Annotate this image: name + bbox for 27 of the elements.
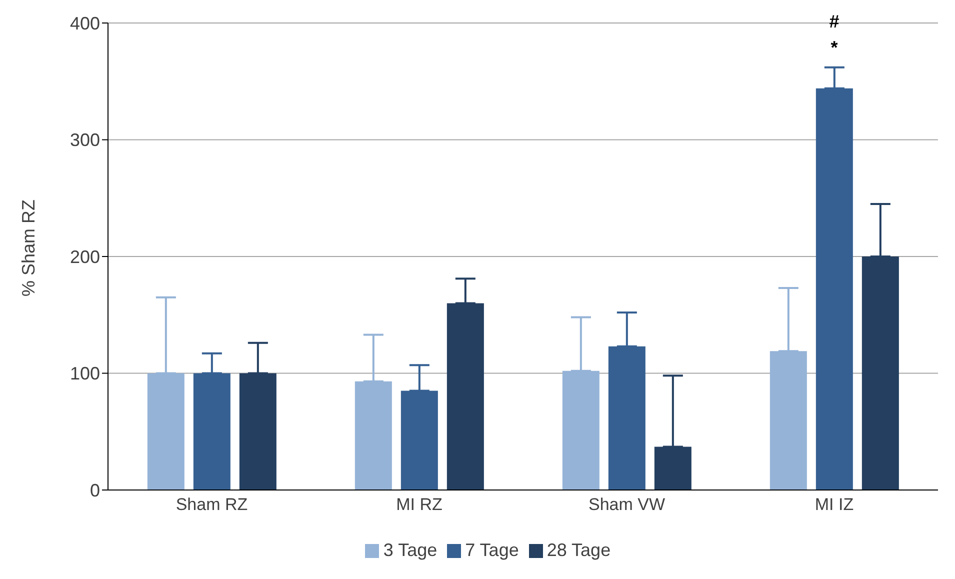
annotation: # (829, 11, 840, 32)
legend-label: 7 Tage (465, 540, 519, 560)
bar (147, 373, 184, 490)
bar (654, 446, 692, 490)
bar (400, 390, 438, 490)
bar (193, 373, 230, 490)
y-tick-label: 100 (70, 364, 100, 384)
bar (446, 303, 484, 490)
legend-label: 28 Tage (546, 540, 611, 560)
bar (770, 351, 807, 490)
y-tick-label: 0 (90, 480, 100, 500)
legend-label: 3 Tage (383, 540, 438, 560)
x-tick-label: Sham VW (588, 495, 666, 514)
y-tick-label: 200 (70, 246, 100, 267)
y-tick-label: 400 (70, 13, 100, 34)
annotation: * (830, 37, 838, 58)
y-axis-title: % Sham RZ (18, 199, 38, 296)
x-tick-label: MI IZ (814, 495, 854, 514)
bar (562, 370, 600, 490)
y-tick-label: 300 (70, 130, 100, 150)
x-tick-label: MI RZ (396, 495, 442, 514)
bar (608, 346, 646, 490)
bar (239, 373, 276, 490)
bar (862, 256, 899, 490)
bar (816, 88, 853, 490)
x-tick-label: Sham RZ (176, 495, 248, 514)
bar (354, 381, 392, 490)
